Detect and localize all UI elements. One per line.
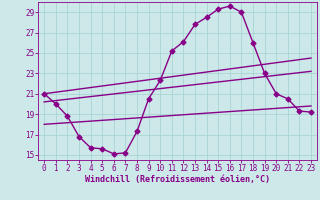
X-axis label: Windchill (Refroidissement éolien,°C): Windchill (Refroidissement éolien,°C) xyxy=(85,175,270,184)
